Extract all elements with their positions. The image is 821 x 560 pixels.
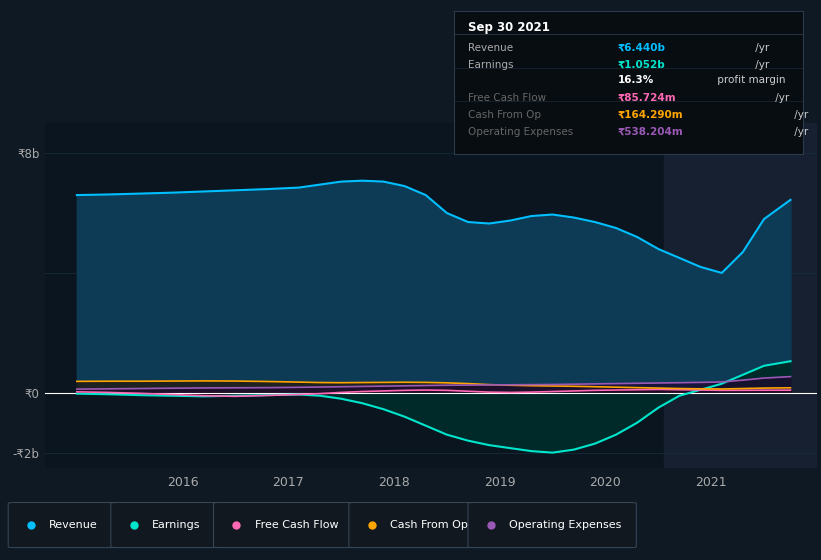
Text: Earnings: Earnings xyxy=(152,520,200,530)
Text: /yr: /yr xyxy=(791,127,808,137)
Text: Revenue: Revenue xyxy=(468,43,513,53)
FancyBboxPatch shape xyxy=(213,502,357,548)
Text: Operating Expenses: Operating Expenses xyxy=(468,127,573,137)
Bar xyxy=(663,123,817,468)
Text: Revenue: Revenue xyxy=(49,520,98,530)
Text: Earnings: Earnings xyxy=(468,60,513,70)
Text: Free Cash Flow: Free Cash Flow xyxy=(255,520,338,530)
Text: ₹6.440b: ₹6.440b xyxy=(618,43,666,53)
FancyBboxPatch shape xyxy=(349,502,476,548)
Text: Cash From Op: Cash From Op xyxy=(390,520,468,530)
Text: Free Cash Flow: Free Cash Flow xyxy=(468,92,546,102)
Text: ₹1.052b: ₹1.052b xyxy=(618,60,666,70)
Text: ₹538.204m: ₹538.204m xyxy=(618,127,684,137)
Text: /yr: /yr xyxy=(752,60,769,70)
FancyBboxPatch shape xyxy=(111,502,222,548)
Text: profit margin: profit margin xyxy=(714,76,786,86)
Text: 16.3%: 16.3% xyxy=(618,76,654,86)
FancyBboxPatch shape xyxy=(8,502,119,548)
Text: ₹164.290m: ₹164.290m xyxy=(618,110,684,120)
Text: Sep 30 2021: Sep 30 2021 xyxy=(468,21,550,34)
Text: Operating Expenses: Operating Expenses xyxy=(509,520,621,530)
Text: /yr: /yr xyxy=(772,92,789,102)
Text: Cash From Op: Cash From Op xyxy=(468,110,541,120)
FancyBboxPatch shape xyxy=(468,502,636,548)
Text: ₹85.724m: ₹85.724m xyxy=(618,92,677,102)
Text: /yr: /yr xyxy=(752,43,769,53)
Text: /yr: /yr xyxy=(791,110,808,120)
